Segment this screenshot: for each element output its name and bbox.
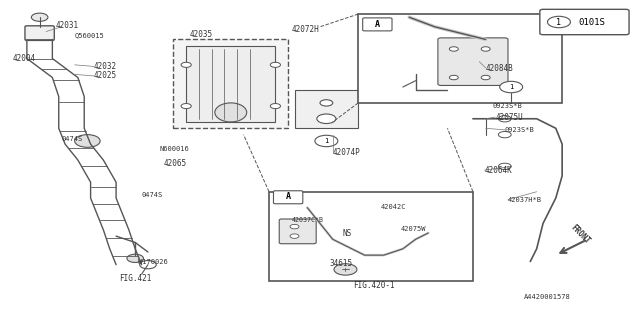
Text: 42035: 42035 (189, 30, 212, 39)
Circle shape (290, 234, 299, 238)
FancyBboxPatch shape (279, 219, 316, 244)
Circle shape (449, 47, 458, 51)
Text: FIG.421: FIG.421 (119, 275, 152, 284)
Text: FIG.420-1: FIG.420-1 (353, 281, 395, 290)
Text: 42037H*B: 42037H*B (508, 197, 542, 203)
Text: NS: NS (342, 229, 351, 238)
Circle shape (75, 135, 100, 147)
Circle shape (547, 16, 570, 28)
Text: 42004: 42004 (13, 54, 36, 63)
Text: 42084B: 42084B (486, 63, 513, 73)
Circle shape (334, 264, 357, 275)
Text: N600016: N600016 (159, 146, 189, 152)
Text: 42064K: 42064K (484, 166, 512, 175)
Text: 42074P: 42074P (333, 148, 360, 156)
Text: Q560015: Q560015 (75, 32, 104, 38)
Text: A: A (285, 192, 291, 201)
Text: 1: 1 (509, 84, 513, 90)
FancyBboxPatch shape (273, 191, 303, 204)
Text: 42075W: 42075W (400, 226, 426, 232)
Text: 0101S: 0101S (578, 18, 605, 27)
Bar (294, 90, 358, 128)
Circle shape (270, 62, 280, 68)
Circle shape (317, 114, 336, 124)
Text: FRONT: FRONT (568, 223, 591, 246)
Circle shape (500, 81, 523, 93)
Circle shape (31, 13, 48, 21)
Circle shape (270, 104, 280, 108)
Text: 1: 1 (324, 138, 328, 144)
Circle shape (320, 100, 333, 106)
Text: 42072H: 42072H (291, 25, 319, 35)
Text: 42042C: 42042C (381, 204, 406, 210)
Text: 0923S*B: 0923S*B (505, 127, 534, 133)
Circle shape (481, 75, 490, 80)
FancyBboxPatch shape (438, 38, 508, 85)
Text: 0474S: 0474S (141, 192, 163, 198)
Text: A4420001578: A4420001578 (524, 294, 571, 300)
Text: 0474S: 0474S (62, 136, 83, 142)
Circle shape (315, 135, 338, 147)
Text: 42032: 42032 (94, 62, 117, 71)
FancyBboxPatch shape (363, 18, 392, 31)
FancyBboxPatch shape (540, 9, 629, 35)
Bar (269, 192, 473, 281)
Text: 42075U: 42075U (495, 113, 523, 122)
Circle shape (481, 47, 490, 51)
FancyBboxPatch shape (25, 26, 54, 40)
Text: 0923S*B: 0923S*B (492, 103, 522, 109)
Circle shape (499, 163, 511, 170)
Circle shape (449, 75, 458, 80)
Text: 42031: 42031 (56, 21, 79, 30)
Bar (173, 39, 288, 128)
Text: 42037C*B: 42037C*B (291, 217, 323, 223)
Text: A: A (375, 20, 380, 29)
Bar (358, 14, 562, 103)
Circle shape (127, 254, 143, 262)
Circle shape (140, 260, 156, 269)
Circle shape (181, 104, 191, 108)
Ellipse shape (215, 103, 246, 122)
Text: 34615: 34615 (330, 259, 353, 268)
Circle shape (499, 116, 511, 122)
Text: W170026: W170026 (138, 259, 168, 265)
Circle shape (499, 132, 511, 138)
Text: 42025: 42025 (94, 71, 117, 80)
Text: 1: 1 (556, 18, 561, 27)
Circle shape (181, 62, 191, 68)
Bar (186, 46, 275, 122)
Circle shape (290, 224, 299, 229)
Text: 42065: 42065 (164, 159, 187, 168)
